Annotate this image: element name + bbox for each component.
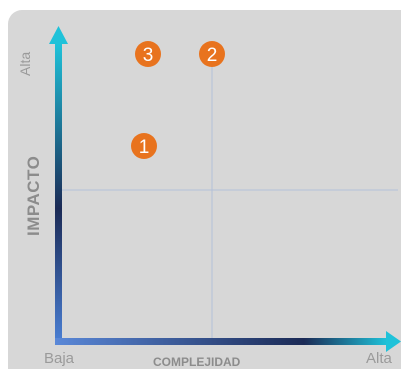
marker-3[interactable]: 3 — [135, 41, 161, 67]
marker-2[interactable]: 2 — [199, 41, 225, 67]
x-axis-arrow-icon — [386, 331, 401, 352]
y-axis-arrow-icon — [49, 26, 68, 44]
marker-2-label: 2 — [207, 45, 218, 66]
marker-1[interactable]: 1 — [131, 133, 157, 159]
marker-1-label: 1 — [139, 137, 150, 158]
x-axis-title: COMPLEJIDAD — [153, 355, 241, 369]
x-axis — [55, 338, 387, 345]
marker-3-label: 3 — [143, 45, 154, 66]
y-axis-high-label: Alta — [17, 51, 33, 76]
x-axis-high-label: Alta — [366, 350, 392, 367]
y-axis — [55, 44, 62, 343]
x-axis-low-label: Baja — [44, 350, 75, 367]
y-axis-title: IMPACTO — [24, 155, 43, 236]
